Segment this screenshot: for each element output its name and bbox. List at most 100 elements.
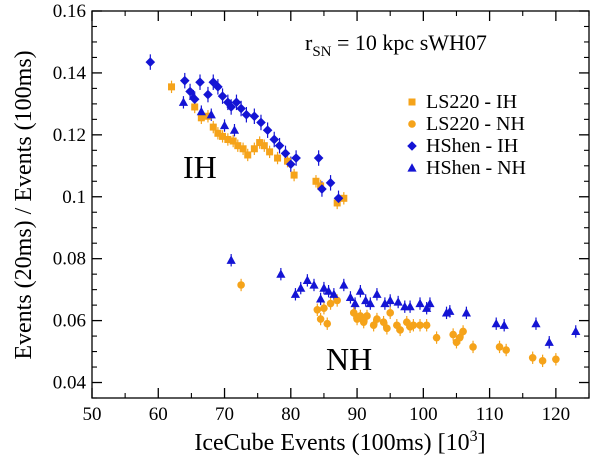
hshen-ih-point [249,111,260,122]
hshen-nh-point [361,295,371,305]
annotation-label: rSN = 10 kpc sWH07 [305,30,487,60]
legend-label-ls220-ih: LS220 - IH [426,91,517,113]
x-tick-label: 80 [281,404,300,425]
hshen-ih-point [280,148,291,159]
hshen-ih-point [217,91,228,101]
annotation-subscript: SN [312,44,331,60]
ls220-nh-point [383,324,391,333]
hshen-nh-point [316,294,326,303]
hshen-ih-point [236,103,246,114]
hshen-nh-point [229,125,240,134]
hshen-nh-point [393,297,403,306]
legend-marker-ls220-ih [408,98,416,106]
ls220-ih-point [250,145,258,153]
hshen-nh-point [422,303,432,312]
hshen-nh-point [355,286,365,295]
y-tick-label: 0.04 [53,373,87,394]
y-tick-label: 0.06 [53,311,86,332]
hshen-ih-point [241,109,252,120]
hshen-nh-point [339,280,349,289]
ls220-ih-point [340,194,348,202]
hshen-nh-point [345,292,356,301]
hshen-nh-point [188,91,198,100]
hshen-nh-point [365,298,375,308]
hshen-nh-point [276,269,286,278]
y-tick-label: 0.16 [53,1,86,22]
x-tick-label: 120 [542,404,571,425]
ls220-nh-point [409,321,418,330]
hshen-nh-point [425,298,435,308]
ls220-ih-point [274,154,282,162]
ls220-nh-point [316,315,325,323]
ls220-nh-point [538,357,547,365]
hshen-ih-point [274,140,285,151]
ls220-nh-point [320,304,328,313]
hshen-nh-point [405,301,415,311]
hshen-nh-point [290,289,301,298]
ls220-ih-point [239,145,247,153]
ls220-nh-point [528,353,537,362]
annotation-rest: = 10 kpc sWH07 [332,30,487,55]
hshen-nh-point [196,106,206,116]
ls220-nh-point [379,318,388,326]
x-tick-label: 60 [149,404,168,425]
region-label-nh: NH [326,341,372,377]
hshen-nh-point [350,298,360,308]
hshen-ih-point [203,89,213,100]
hshen-ih-point [317,184,327,194]
hshen-nh-point [571,326,581,336]
hshen-nh-point [219,120,230,130]
x-tick-label: 100 [409,404,438,425]
ls220-ih-point [197,114,205,122]
ls220-nh-point [326,299,335,308]
ls220-nh-point [386,309,395,317]
hshen-ih-point [291,153,301,163]
ls220-nh-point [416,321,424,330]
ls220-nh-point [349,309,358,317]
hshen-ih-point [325,178,336,188]
ls220-nh-point [333,296,341,305]
ls220-ih-point [219,132,227,140]
hshen-nh-point [385,295,395,305]
ls220-nh-point [552,355,560,364]
ls220-nh-point [469,343,477,351]
hshen-nh-point [531,318,541,328]
hshen-nh-point [499,320,509,329]
x-tick-label: 90 [348,404,367,425]
hshen-ih-point [195,77,205,88]
ls220-ih-point [333,199,341,207]
hshen-nh-point [309,280,319,289]
x-axis-title: IceCube Events (100ms) [103] [194,428,485,456]
hshen-nh-point [296,283,306,292]
hshen-ih-point [226,102,236,112]
ls220-nh-point [459,327,467,336]
ls220-nh-point [373,315,381,323]
hshen-ih-point [145,57,156,67]
y-axis-title: Events (20ms) / Events (100ms) [11,50,37,359]
hshen-ih-point [333,193,344,204]
ls220-ih-point [191,103,199,111]
hshen-ih-point [256,117,266,128]
hshen-ih-point [179,75,190,86]
legend-marker-ls220-nh [408,120,416,128]
hshen-nh-point [372,289,382,298]
plot-frame [91,10,590,399]
ls220-nh-point [237,281,245,289]
ls220-nh-point [422,321,431,330]
ls220-ih-point [229,137,237,145]
ls220-ih-point [312,177,320,185]
legend-label-hshen-nh: HShen - NH [426,157,526,179]
hshen-nh-point [544,337,554,346]
hshen-ih-point [262,125,273,135]
ls220-ih-point [290,171,298,179]
legend-marker-hshen-nh [407,163,417,172]
hshen-ih-point [231,97,242,108]
ticks-layer: 50 60 70 80 90 100 110 120 0.04 0.06 0.08 0.1 0.12 0.… [53,1,590,425]
hshen-nh-point [491,318,501,328]
hshen-nh-point [461,308,472,317]
hshen-nh-point [323,286,334,295]
ls220-ih-point [260,142,268,150]
x-tick-label: 50 [83,404,102,425]
region-label-ih: IH [183,149,217,185]
